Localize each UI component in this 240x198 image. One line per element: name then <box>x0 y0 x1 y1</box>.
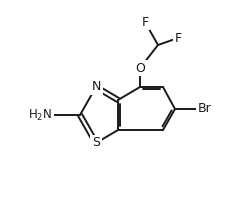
Text: N: N <box>91 81 101 93</box>
Text: Br: Br <box>198 103 212 115</box>
Text: S: S <box>92 136 100 149</box>
Text: F: F <box>141 15 149 29</box>
Text: O: O <box>135 62 145 74</box>
Text: H$_2$N: H$_2$N <box>28 108 52 123</box>
Text: F: F <box>174 31 182 45</box>
